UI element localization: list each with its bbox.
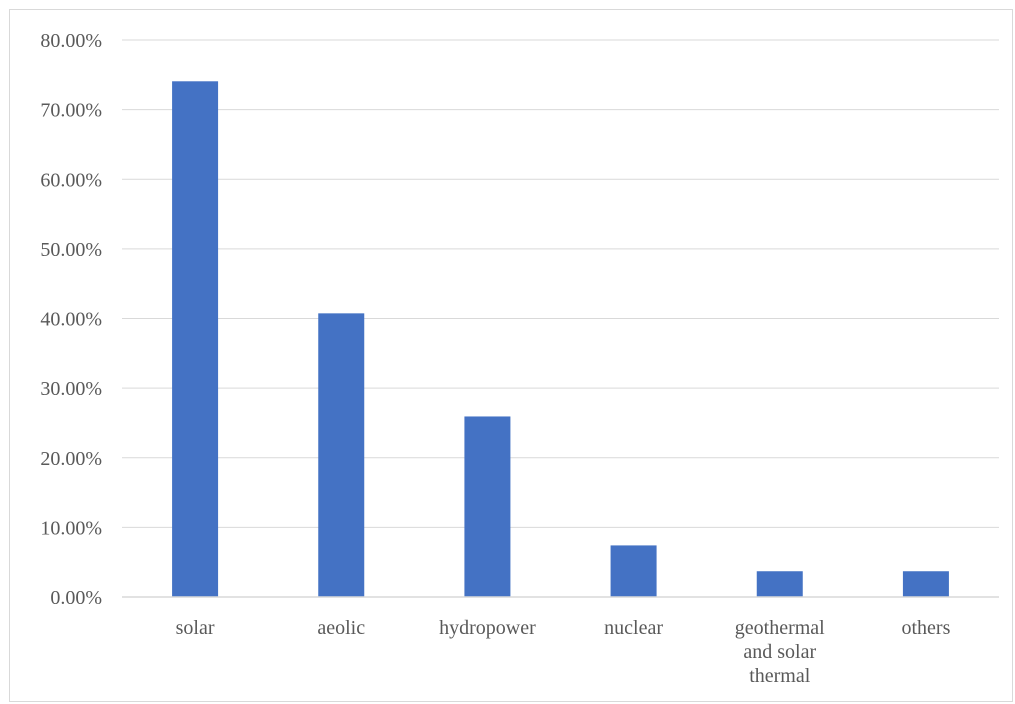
y-axis-tick-labels: 0.00% 10.00% 20.00% 30.00% 40.00% 50.00% 60.00… (40, 30, 102, 609)
x-category-label: solar (176, 617, 215, 639)
y-tick-label: 70.00% (40, 100, 102, 122)
bar (172, 81, 219, 598)
x-category-label: nuclear (604, 617, 663, 639)
x-axis-category-labels: solar aeolic hydropower nuclear geothermal an… (176, 617, 951, 687)
x-category-label: hydropower (439, 617, 536, 639)
y-tick-label: 30.00% (40, 378, 102, 400)
y-tick-label: 10.00% (40, 517, 102, 539)
bars (172, 81, 949, 598)
y-tick-label: 40.00% (40, 309, 102, 331)
y-tick-label: 50.00% (40, 239, 102, 261)
x-category-label: geothermal and solar thermal (735, 617, 825, 687)
bar (318, 313, 365, 597)
bar (756, 571, 803, 597)
gridlines (122, 39, 999, 528)
bar (902, 571, 949, 597)
y-tick-label: 0.00% (50, 587, 102, 609)
x-category-label: others (901, 617, 950, 639)
y-tick-label: 80.00% (40, 30, 102, 52)
y-tick-label: 20.00% (40, 448, 102, 470)
y-tick-label: 60.00% (40, 169, 102, 191)
x-category-label: aeolic (317, 617, 365, 639)
bar (464, 416, 511, 597)
bar (610, 545, 657, 597)
